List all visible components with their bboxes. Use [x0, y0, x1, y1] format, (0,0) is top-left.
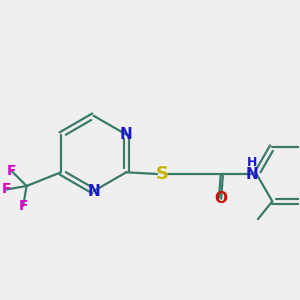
Text: F: F: [18, 199, 28, 213]
Text: N: N: [246, 167, 258, 182]
Text: H: H: [247, 156, 257, 169]
Text: N: N: [87, 184, 100, 199]
Text: F: F: [2, 182, 11, 197]
Text: S: S: [156, 165, 169, 183]
Text: N: N: [120, 127, 133, 142]
Text: O: O: [215, 191, 228, 206]
Text: F: F: [6, 164, 16, 178]
